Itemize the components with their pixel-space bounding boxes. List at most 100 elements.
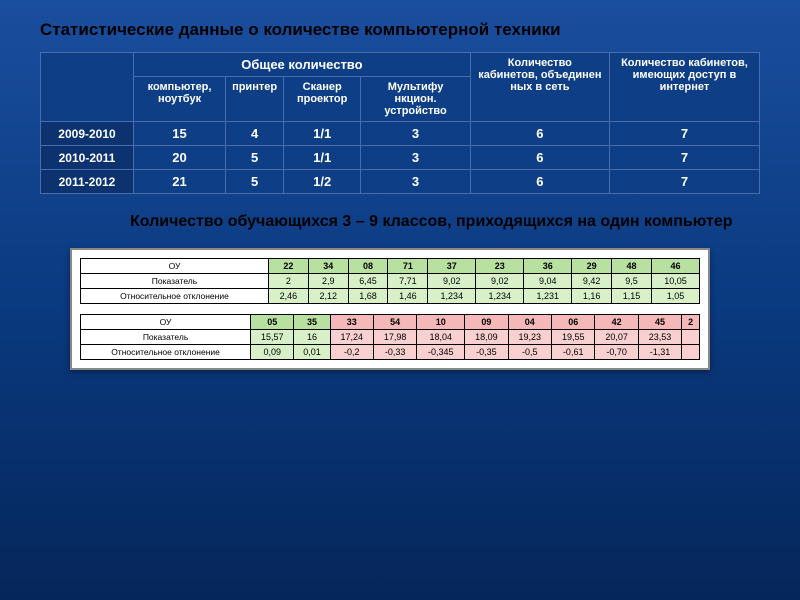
val-cell [682, 329, 700, 344]
hdr-cell: 36 [524, 258, 572, 273]
row-label: Относительное отклонение [81, 344, 251, 359]
data-cell: 7 [609, 170, 759, 194]
row-label: Показатель [81, 273, 269, 288]
data-cell: 3 [361, 122, 471, 146]
val-cell: 16 [294, 329, 330, 344]
val-cell: -1,31 [638, 344, 681, 359]
val-cell: 1,46 [388, 288, 428, 303]
val-cell [682, 344, 700, 359]
hdr-cell: 48 [612, 258, 652, 273]
year-cell: 2010-2011 [41, 146, 134, 170]
hdr-cell: 34 [308, 258, 348, 273]
val-cell: 2,46 [268, 288, 308, 303]
hdr-cell: 05 [251, 314, 294, 329]
val-cell: 2,12 [308, 288, 348, 303]
hdr-cell: 33 [330, 314, 373, 329]
data-cell: 21 [134, 170, 226, 194]
data-cell: 1/1 [284, 122, 361, 146]
data-cell: 1/2 [284, 170, 361, 194]
data-cell: 6 [470, 146, 609, 170]
val-cell: 0,01 [294, 344, 330, 359]
val-cell: 20,07 [595, 329, 638, 344]
val-cell: 9,42 [572, 273, 612, 288]
row-label: ОУ [81, 258, 269, 273]
table-row: 2009-2010 15 4 1/1 3 6 7 [41, 122, 760, 146]
mini-table-1: ОУ 22 34 08 71 37 23 36 29 48 46 Показат… [80, 258, 700, 304]
hdr-cell: 37 [428, 258, 476, 273]
hdr-cell: 22 [268, 258, 308, 273]
val-cell: 9,04 [524, 273, 572, 288]
val-cell: -0,61 [552, 344, 595, 359]
val-cell: 19,55 [552, 329, 595, 344]
hdr-cell: 45 [638, 314, 681, 329]
val-cell: -0,2 [330, 344, 373, 359]
val-cell: 17,98 [373, 329, 416, 344]
val-cell: 6,45 [348, 273, 388, 288]
subtitle: Количество обучающихся 3 – 9 классов, пр… [130, 212, 760, 233]
table-row: 2011-2012 21 5 1/2 3 6 7 [41, 170, 760, 194]
val-cell: 2,9 [308, 273, 348, 288]
col-scanner: Сканер проектор [284, 77, 361, 122]
data-cell: 7 [609, 122, 759, 146]
data-cell: 7 [609, 146, 759, 170]
val-cell: 15,57 [251, 329, 294, 344]
val-cell: 0,09 [251, 344, 294, 359]
val-cell: -0,5 [508, 344, 551, 359]
val-cell: 9,02 [476, 273, 524, 288]
hdr-cell: 35 [294, 314, 330, 329]
hdr-cell: 2 [682, 314, 700, 329]
data-cell: 4 [226, 122, 284, 146]
data-cell: 3 [361, 146, 471, 170]
val-cell: -0,345 [417, 344, 465, 359]
val-cell: -0,35 [465, 344, 508, 359]
val-cell: 9,02 [428, 273, 476, 288]
val-cell: 1,16 [572, 288, 612, 303]
val-cell: 23,53 [638, 329, 681, 344]
hdr-cell: 29 [572, 258, 612, 273]
data-cell: 20 [134, 146, 226, 170]
col-computer: компьютер, ноутбук [134, 77, 226, 122]
val-cell: 1,234 [476, 288, 524, 303]
val-cell: 2 [268, 273, 308, 288]
data-cell: 6 [470, 122, 609, 146]
val-cell: 1,05 [651, 288, 699, 303]
slide: Статистические данные о количестве компь… [0, 0, 800, 600]
hdr-cell: 04 [508, 314, 551, 329]
hdr-cell: 23 [476, 258, 524, 273]
equipment-table: Общее количество Количество кабинетов, о… [40, 52, 760, 194]
val-cell: 1,15 [612, 288, 652, 303]
hdr-cell: 06 [552, 314, 595, 329]
hdr-cell: 08 [348, 258, 388, 273]
table-row: 2010-2011 20 5 1/1 3 6 7 [41, 146, 760, 170]
data-cell: 5 [226, 146, 284, 170]
val-cell: 17,24 [330, 329, 373, 344]
hdr-cell: 54 [373, 314, 416, 329]
data-cell: 15 [134, 122, 226, 146]
val-cell: -0,33 [373, 344, 416, 359]
header-group: Общее количество [134, 53, 471, 77]
val-cell: 18,09 [465, 329, 508, 344]
col-multi: Мультифу нкцион. устройство [361, 77, 471, 122]
val-cell: 10,05 [651, 273, 699, 288]
val-cell: 1,231 [524, 288, 572, 303]
bottom-tables-container: ОУ 22 34 08 71 37 23 36 29 48 46 Показат… [70, 248, 710, 370]
year-cell: 2009-2010 [41, 122, 134, 146]
val-cell: 18,04 [417, 329, 465, 344]
hdr-cell: 42 [595, 314, 638, 329]
col-internet: Количество кабинетов, имеющих доступ в и… [609, 53, 759, 122]
data-cell: 1/1 [284, 146, 361, 170]
col-printer: принтер [226, 77, 284, 122]
year-cell: 2011-2012 [41, 170, 134, 194]
photo-cell [41, 53, 134, 122]
data-cell: 3 [361, 170, 471, 194]
hdr-cell: 46 [651, 258, 699, 273]
mini-table-2: ОУ 05 35 33 54 10 09 04 06 42 45 2 Показ… [80, 314, 700, 360]
val-cell: -0,70 [595, 344, 638, 359]
col-network: Количество кабинетов, объединен ных в се… [470, 53, 609, 122]
row-label: Показатель [81, 329, 251, 344]
row-label: ОУ [81, 314, 251, 329]
slide-title: Статистические данные о количестве компь… [40, 20, 760, 40]
val-cell: 7,71 [388, 273, 428, 288]
val-cell: 19,23 [508, 329, 551, 344]
data-cell: 6 [470, 170, 609, 194]
